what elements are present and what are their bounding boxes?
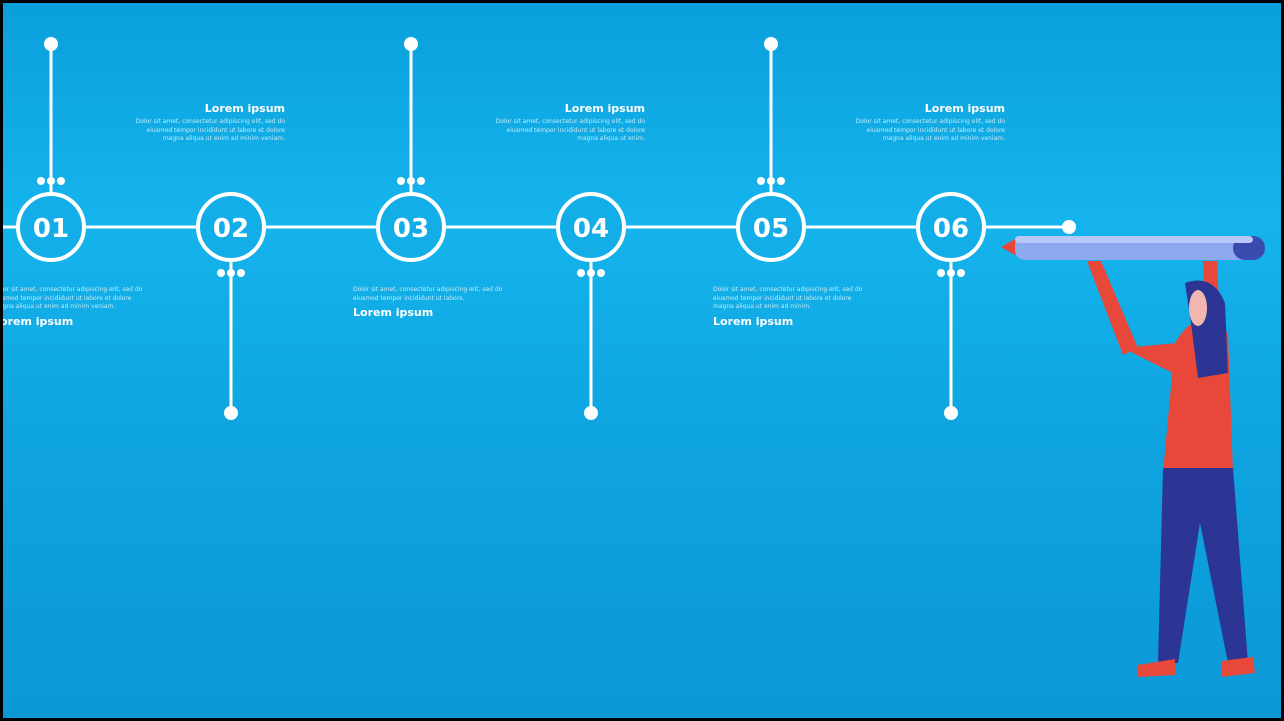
step-number: 03 — [393, 214, 429, 244]
accent-dot — [397, 177, 405, 185]
accent-dot — [237, 269, 245, 277]
accent-dot — [577, 269, 585, 277]
accent-dot — [597, 269, 605, 277]
timeline-step: 06 — [918, 194, 984, 420]
step-title: Lorem ipsum — [353, 306, 503, 319]
accent-dot — [947, 269, 955, 277]
timeline-step: 05 — [738, 37, 804, 260]
step-text-block: Lorem ipsum Dolor sit amet, consectetur a… — [495, 99, 645, 144]
step-text-block: Dolor sit amet, consectetur adipiscing e… — [713, 286, 863, 331]
step-number: 01 — [33, 214, 69, 244]
step-title: Lorem ipsum — [855, 102, 1005, 115]
accent-dot — [57, 177, 65, 185]
timeline-slide: 01 02 03 04 05 06 Dolor sit amet, consectetur… — [0, 0, 1284, 721]
step-body: Dolor sit amet, consectetur adipiscing e… — [353, 286, 503, 303]
person-illustration — [1001, 236, 1265, 677]
accent-dot — [757, 177, 765, 185]
timeline-step: 02 — [198, 194, 264, 420]
step-number: 02 — [213, 214, 249, 244]
timeline-step: 03 — [378, 37, 444, 260]
step-text-block: Dolor sit amet, consectetur adipiscing e… — [0, 286, 143, 331]
accent-dot — [217, 269, 225, 277]
step-body: Dolor sit amet, consectetur adipiscing e… — [713, 286, 863, 312]
step-text-block: Lorem ipsum Dolor sit amet, consectetur a… — [855, 99, 1005, 144]
accent-dot — [937, 269, 945, 277]
line-end-dot — [1062, 220, 1076, 234]
step-title: Lorem ipsum — [713, 315, 863, 328]
step-body: Dolor sit amet, consectetur adipiscing e… — [0, 286, 143, 312]
accent-dot — [777, 177, 785, 185]
accent-dot — [417, 177, 425, 185]
step-body: Dolor sit amet, consectetur adipiscing e… — [855, 118, 1005, 144]
step-title: Lorem ipsum — [495, 102, 645, 115]
step-number: 05 — [753, 214, 789, 244]
step-number: 06 — [933, 214, 969, 244]
accent-dot — [587, 269, 595, 277]
step-body: Dolor sit amet, consectetur adipiscing e… — [495, 118, 645, 144]
step-number: 04 — [573, 214, 609, 244]
step-title: Lorem ipsum — [0, 315, 143, 328]
timeline-step: 01 — [18, 37, 84, 260]
accent-dot — [37, 177, 45, 185]
step-title: Lorem ipsum — [135, 102, 285, 115]
accent-dot — [957, 269, 965, 277]
step-body: Dolor sit amet, consectetur adipiscing e… — [135, 118, 285, 144]
timeline-step: 04 — [558, 194, 624, 420]
accent-dot — [767, 177, 775, 185]
step-text-block: Lorem ipsum Dolor sit amet, consectetur a… — [135, 99, 285, 144]
step-text-block: Dolor sit amet, consectetur adipiscing e… — [353, 286, 503, 322]
accent-dot — [407, 177, 415, 185]
accent-dot — [47, 177, 55, 185]
accent-dot — [227, 269, 235, 277]
